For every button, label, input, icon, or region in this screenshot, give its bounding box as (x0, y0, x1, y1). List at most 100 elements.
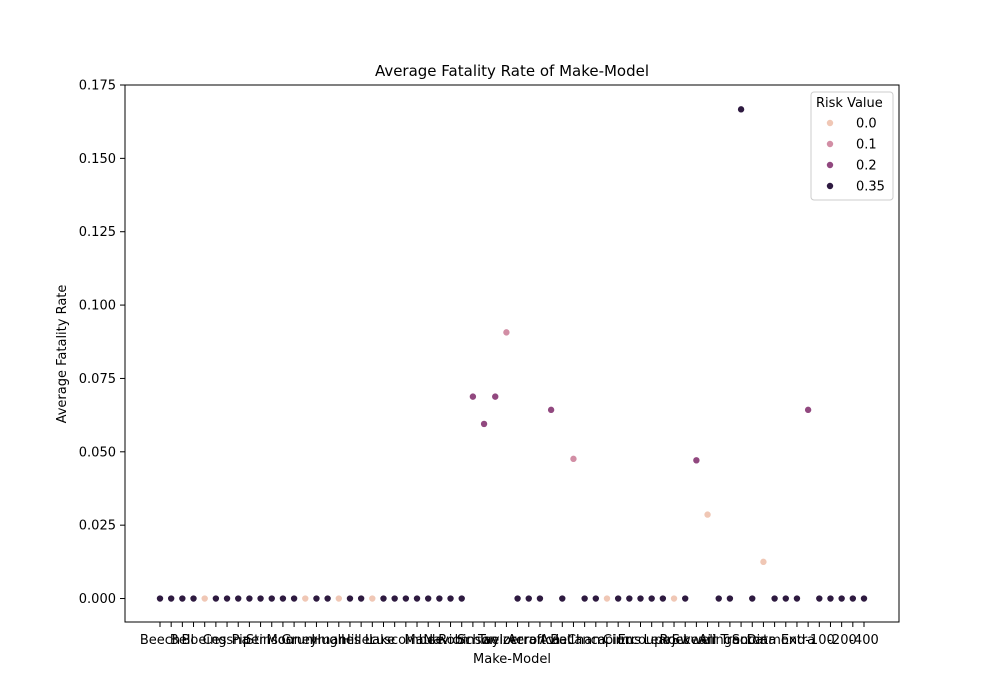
legend-marker (826, 181, 835, 190)
scatter-point (848, 594, 857, 603)
legend-label: 0.1 (856, 138, 877, 153)
x-tick-label: Hiller (341, 633, 376, 648)
scatter-point (301, 594, 310, 603)
scatter-point (446, 594, 455, 603)
scatter-point (815, 594, 824, 603)
x-tick-label: Robinson (438, 633, 497, 648)
x-tick-label: Maule (404, 633, 443, 648)
legend-marker (826, 119, 835, 128)
scatter-point (759, 557, 768, 566)
x-tick-label: Swearingen (672, 633, 749, 648)
legend: Risk Value 0.0 0.1 0.2 0.35 (810, 91, 894, 201)
y-tick-label: 0.075 (79, 372, 116, 387)
scatter-point (535, 594, 544, 603)
scatter-point (480, 419, 489, 428)
scatter-point (558, 594, 567, 603)
scatter-point (591, 594, 600, 603)
scatter-point (714, 594, 723, 603)
scatter-point (804, 405, 813, 414)
scatter-point (200, 594, 209, 603)
scatter-point (278, 594, 287, 603)
scatter-point (524, 594, 533, 603)
x-tick-label: Champion (567, 633, 633, 648)
scatter-point (435, 594, 444, 603)
scatter-point (245, 594, 254, 603)
scatter-point (424, 594, 433, 603)
x-tick-label: Grumman (281, 633, 346, 648)
x-tick-label: Cessna (203, 633, 250, 648)
x-tick-label: Extra (781, 633, 815, 648)
plot-frame (124, 84, 900, 623)
scatter-point (837, 594, 846, 603)
scatter-point (155, 594, 164, 603)
scatter-point (737, 105, 746, 114)
x-tick-label: Navion (423, 633, 468, 648)
scatter-point (234, 594, 243, 603)
x-tick-label: Schweizer (457, 633, 524, 648)
scatter-point (748, 594, 757, 603)
scatter-point (647, 594, 656, 603)
scatter-point (401, 594, 410, 603)
scatter-point (670, 594, 679, 603)
x-tick-label: Beech (140, 633, 180, 648)
legend-title: Risk Value (816, 96, 883, 111)
scatter-point (502, 328, 511, 337)
legend-marker (826, 139, 835, 148)
scatter-point (826, 594, 835, 603)
x-tick-label: -100 (805, 633, 835, 648)
y-tick-label: 0.100 (79, 299, 116, 314)
x-tick-label: Bellanca (550, 633, 605, 648)
x-tick-label: Mooney (266, 633, 317, 648)
y-tick-label: 0.175 (79, 79, 116, 94)
scatter-point (547, 405, 556, 414)
x-tick-label: Ercoupe (618, 633, 671, 648)
scatter-point (211, 594, 220, 603)
x-axis-title: Make-Model (473, 652, 551, 667)
y-tick-label: 0.150 (79, 152, 116, 167)
scatter-point (267, 594, 276, 603)
y-tick-label: 0.025 (79, 519, 116, 534)
x-tick-label: Boeing (182, 633, 227, 648)
scatter-point (681, 594, 690, 603)
scatter-point (636, 594, 645, 603)
x-tick-label: Luscombe (369, 633, 435, 648)
scatter-point (413, 594, 422, 603)
scatter-point (368, 594, 377, 603)
scatter-point (379, 594, 388, 603)
scatter-point (323, 594, 332, 603)
x-tick-label: Aeronca (507, 633, 560, 648)
scatter-point (781, 594, 790, 603)
x-tick-label: Hughes (311, 633, 361, 648)
scatter-point (513, 594, 522, 603)
scatter-point (725, 594, 734, 603)
x-tick-label: Learjet (643, 633, 688, 648)
scatter-point (178, 594, 187, 603)
x-tick-label: Piper (232, 633, 265, 648)
scatter-point (390, 594, 399, 603)
x-tick-label: Rockwell (660, 633, 717, 648)
scatter-point (792, 594, 801, 603)
scatter-point (569, 454, 578, 463)
scatter-point (345, 594, 354, 603)
x-tick-label: Diamond (747, 633, 806, 648)
x-tick-label: Aviat (540, 633, 573, 648)
x-tick-label: Stinson (246, 633, 294, 648)
scatter-point (457, 594, 466, 603)
scatter-point (625, 594, 634, 603)
scatter-point (692, 456, 701, 465)
scatter-point (580, 594, 589, 603)
scatter-point (860, 594, 869, 603)
x-tick-label: Cirrus (603, 633, 641, 648)
scatter-point (256, 594, 265, 603)
x-tick-label: Socata (732, 633, 776, 648)
x-tick-label: Taylorcraft (477, 633, 546, 648)
scatter-point (357, 594, 366, 603)
scatter-point (703, 510, 712, 519)
scatter-point (290, 594, 299, 603)
scatter-point (614, 594, 623, 603)
scatter-point (189, 594, 198, 603)
x-tick-label: Lake (365, 633, 395, 648)
scatter-point (491, 392, 500, 401)
